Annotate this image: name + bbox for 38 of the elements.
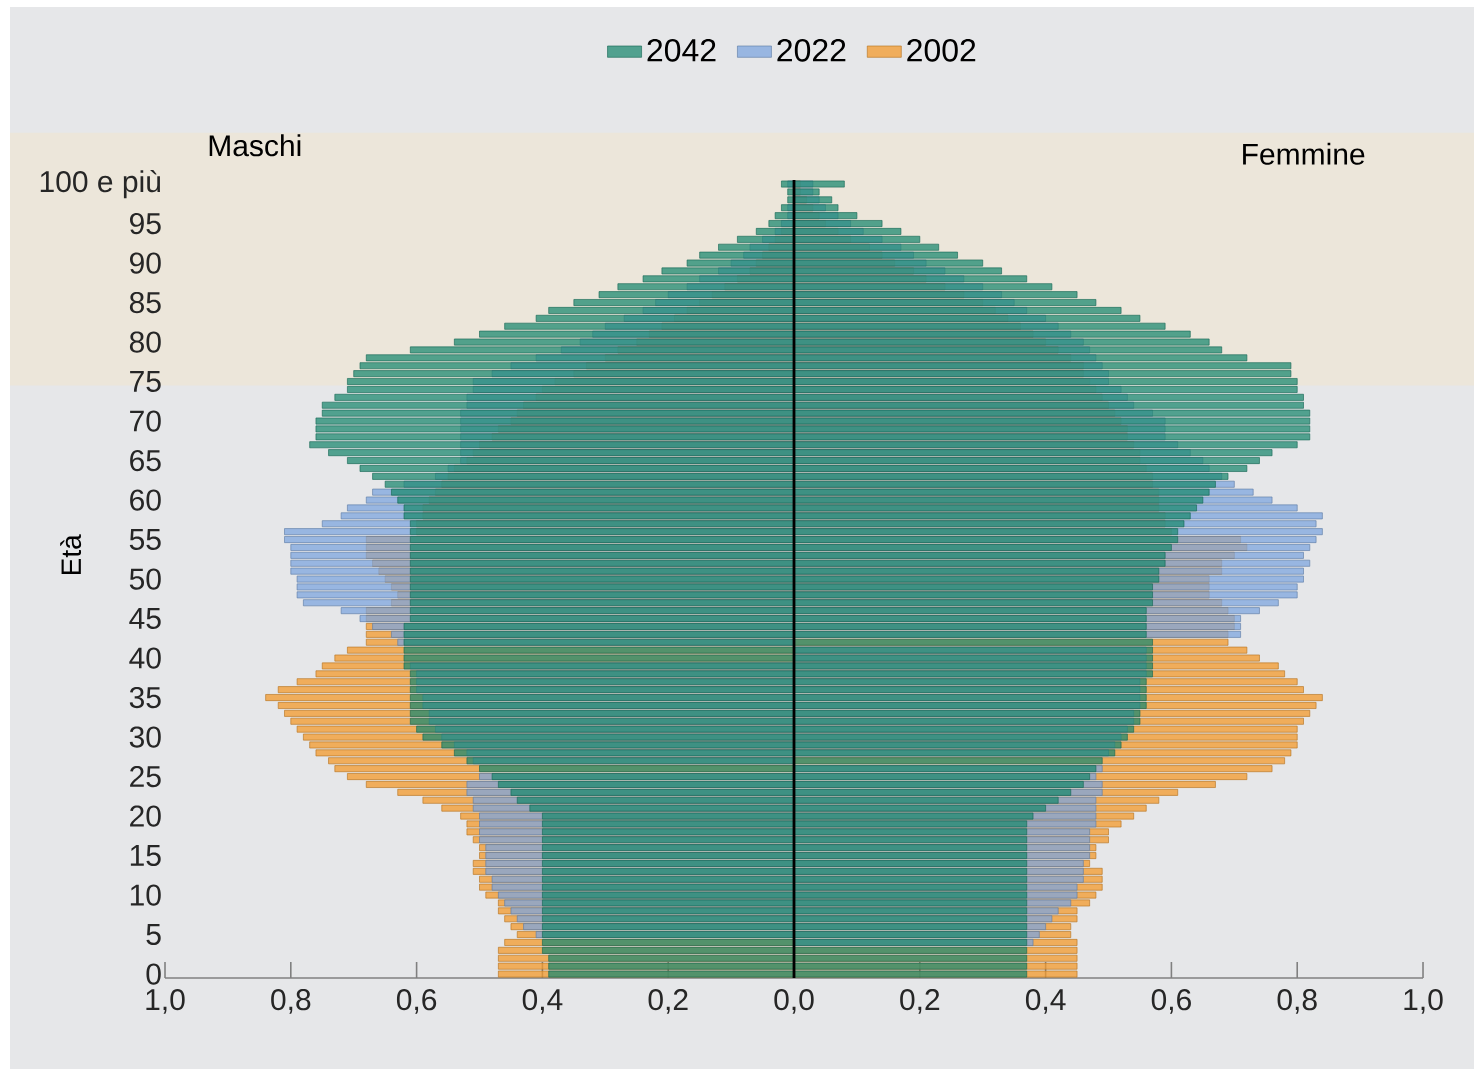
y-tick-label: 65 bbox=[130, 449, 161, 472]
y-tick-label: 90 bbox=[130, 252, 161, 274]
y-tick-label: 100 e più bbox=[40, 169, 161, 199]
y-tick-label: 20 bbox=[130, 805, 161, 827]
y-tick-label: 45 bbox=[129, 608, 161, 629]
x-tick-label: 1,0 bbox=[146, 989, 185, 1014]
y-tick-label: 80 bbox=[129, 331, 161, 353]
y-tick-label: 85 bbox=[129, 291, 161, 314]
x-tick-label: 0,6 bbox=[1151, 989, 1191, 1014]
legend-label: 2042 bbox=[647, 38, 716, 62]
x-tick-label: 0,8 bbox=[271, 989, 311, 1014]
y-tick-label: 30 bbox=[129, 726, 161, 748]
x-tick-label: 0,2 bbox=[648, 989, 688, 1014]
y-tick-label: 15 bbox=[130, 845, 161, 866]
y-tick-label: 50 bbox=[129, 568, 161, 590]
y-tick-label: 95 bbox=[130, 212, 161, 235]
x-tick-label: 0,2 bbox=[900, 989, 940, 1014]
y-tick-label: 10 bbox=[130, 884, 161, 906]
y-tick-label: 70 bbox=[130, 410, 161, 432]
y-axis-title: Età bbox=[60, 534, 82, 575]
x-tick-label: 0,4 bbox=[1025, 989, 1066, 1014]
x-tick-label: 1,0 bbox=[1404, 989, 1443, 1014]
y-tick-label: 0 bbox=[146, 963, 161, 985]
legend-label: 2022 bbox=[777, 38, 846, 62]
y-tick-label: 40 bbox=[129, 647, 161, 669]
text: Maschi bbox=[209, 134, 301, 157]
x-tick-label: 0,0 bbox=[774, 989, 814, 1014]
y-tick-label: 35 bbox=[129, 686, 161, 709]
x-tick-label: 0,6 bbox=[396, 989, 437, 1014]
y-tick-label: 55 bbox=[129, 529, 161, 550]
x-tick-label: 0,4 bbox=[522, 989, 563, 1014]
y-tick-label: 75 bbox=[130, 371, 161, 392]
legend-label: 2002 bbox=[907, 38, 976, 62]
x-tick-label: 0,8 bbox=[1277, 989, 1317, 1014]
y-tick-label: 5 bbox=[146, 924, 161, 945]
y-tick-label: 25 bbox=[130, 765, 161, 788]
text: Femmine bbox=[1243, 142, 1365, 165]
y-tick-label: 60 bbox=[130, 489, 161, 511]
